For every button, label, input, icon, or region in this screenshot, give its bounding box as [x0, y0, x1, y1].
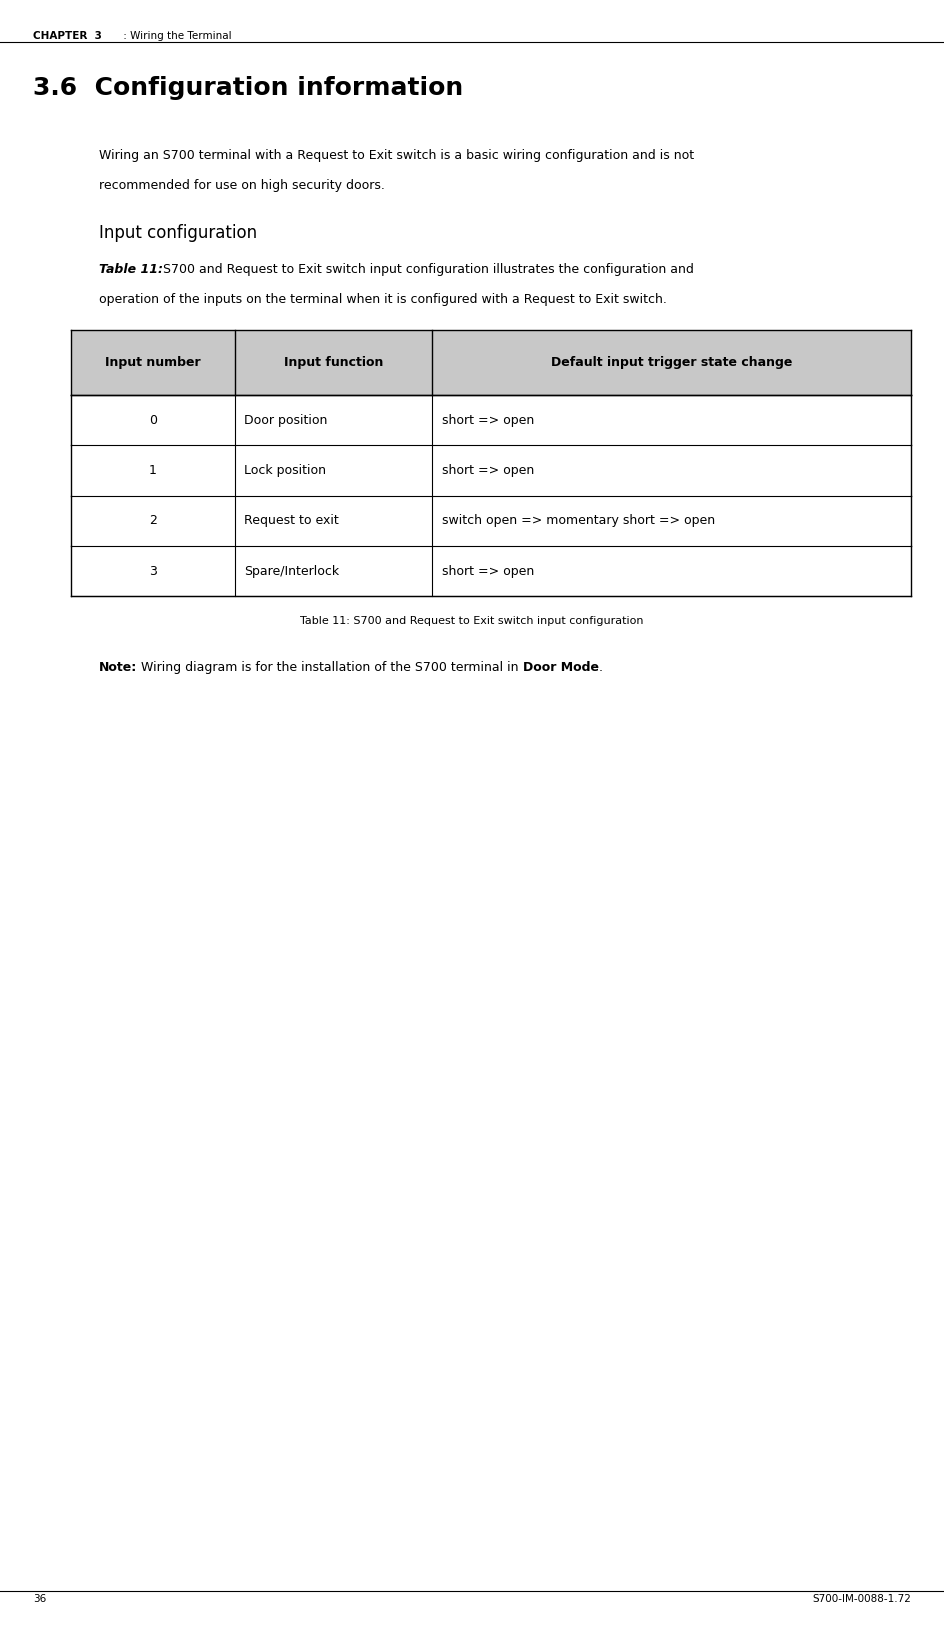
Text: 0: 0: [149, 413, 157, 426]
Text: Input number: Input number: [105, 356, 200, 369]
Text: recommended for use on high security doors.: recommended for use on high security doo…: [99, 179, 385, 192]
Text: .: .: [598, 661, 603, 674]
Text: S700-IM-0088-1.72: S700-IM-0088-1.72: [812, 1594, 911, 1604]
Text: 3.6  Configuration information: 3.6 Configuration information: [33, 76, 464, 101]
Text: Table 11: S700 and Request to Exit switch input configuration: Table 11: S700 and Request to Exit switc…: [300, 616, 644, 626]
Text: Default input trigger state change: Default input trigger state change: [551, 356, 792, 369]
Text: 1: 1: [149, 465, 157, 478]
Bar: [71, 330, 911, 395]
Text: S700 and Request to Exit switch input configuration illustrates the configuratio: S700 and Request to Exit switch input co…: [159, 263, 694, 276]
Bar: [71, 395, 911, 445]
Text: Door Mode: Door Mode: [523, 661, 598, 674]
Text: Request to exit: Request to exit: [244, 514, 339, 526]
Text: switch open => momentary short => open: switch open => momentary short => open: [442, 514, 715, 526]
Text: Note:: Note:: [99, 661, 138, 674]
Text: Wiring an S700 terminal with a Request to Exit switch is a basic wiring configur: Wiring an S700 terminal with a Request t…: [99, 150, 694, 162]
Text: Wiring diagram is for the installation of the S700 terminal in: Wiring diagram is for the installation o…: [138, 661, 523, 674]
Text: short => open: short => open: [442, 413, 533, 426]
Text: short => open: short => open: [442, 564, 533, 577]
Text: CHAPTER  3: CHAPTER 3: [33, 31, 102, 41]
Text: 3: 3: [149, 564, 157, 577]
Text: Input configuration: Input configuration: [99, 224, 258, 242]
Text: Table 11:: Table 11:: [99, 263, 163, 276]
Bar: [71, 496, 911, 546]
Text: Input function: Input function: [283, 356, 383, 369]
Text: Door position: Door position: [244, 413, 328, 426]
Text: 2: 2: [149, 514, 157, 526]
Text: Lock position: Lock position: [244, 465, 326, 478]
Text: Spare/Interlock: Spare/Interlock: [244, 564, 339, 577]
Bar: [71, 445, 911, 496]
Text: 36: 36: [33, 1594, 46, 1604]
Text: short => open: short => open: [442, 465, 533, 478]
Bar: [71, 546, 911, 596]
Text: operation of the inputs on the terminal when it is configured with a Request to : operation of the inputs on the terminal …: [99, 292, 667, 306]
Text: : Wiring the Terminal: : Wiring the Terminal: [120, 31, 231, 41]
